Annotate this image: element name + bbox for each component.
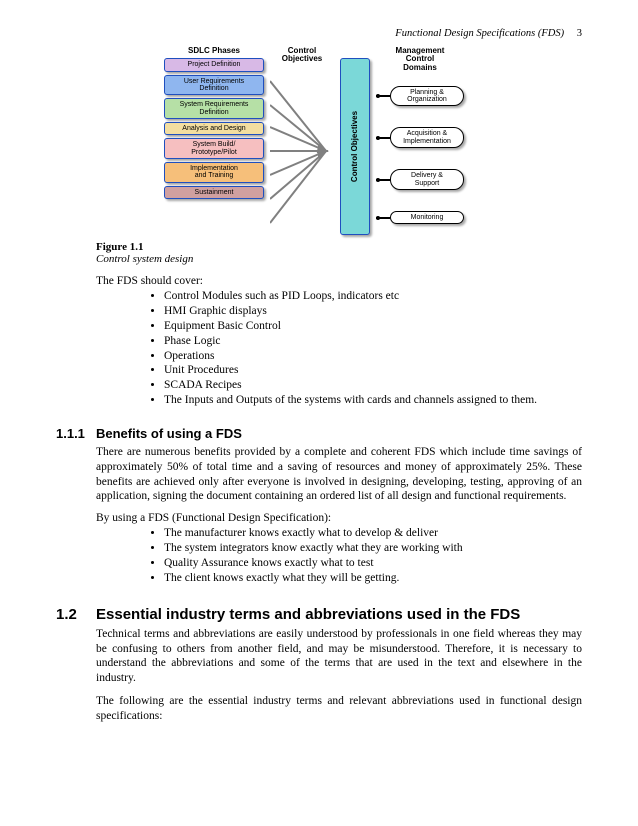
mcd-box: Delivery & Support xyxy=(390,169,464,190)
arrows-column: Control Objectives xyxy=(270,47,334,235)
running-header: Functional Design Specifications (FDS) 3 xyxy=(56,28,582,39)
arrows-fan xyxy=(270,67,334,235)
connector-icon xyxy=(376,215,390,221)
sdlc-box: Project Definition xyxy=(164,58,264,71)
heading-1-1-1-title: Benefits of using a FDS xyxy=(96,426,242,441)
sdlc-box: User Requirements Definition xyxy=(164,75,264,96)
mcd-box: Acquisition & Implementation xyxy=(390,127,464,148)
mcd-item: Delivery & Support xyxy=(376,169,464,190)
list-item: SCADA Recipes xyxy=(164,378,582,393)
mcd-item: Monitoring xyxy=(376,211,464,224)
figure-label: Figure 1.1 xyxy=(96,241,582,253)
heading-1-2: 1.2 Essential industry terms and abbrevi… xyxy=(56,596,582,627)
sdlc-col-title: SDLC Phases xyxy=(164,47,264,55)
list-item: Phase Logic xyxy=(164,334,582,349)
list-item: Equipment Basic Control xyxy=(164,319,582,334)
heading-1-1-1-number: 1.1.1 xyxy=(56,426,96,441)
list-item: The manufacturer knows exactly what to d… xyxy=(164,526,582,541)
figure-caption: Control system design xyxy=(96,253,582,265)
control-objectives-label: Control Objectives xyxy=(351,111,360,182)
connector-icon xyxy=(376,177,390,183)
connector-icon xyxy=(376,93,390,99)
sdlc-box: System Build/ Prototype/Pilot xyxy=(164,138,264,159)
sdlc-box: Sustainment xyxy=(164,186,264,199)
list-item: The client knows exactly what they will … xyxy=(164,571,582,586)
control-objectives-bar: Control Objectives xyxy=(340,58,370,234)
list-item: Operations xyxy=(164,349,582,364)
mcd-item: Acquisition & Implementation xyxy=(376,127,464,148)
sdlc-box: Implementation and Training xyxy=(164,162,264,183)
sdlc-box: Analysis and Design xyxy=(164,122,264,135)
mcd-col-title: Management Control Domains xyxy=(376,47,464,72)
body-content: Figure 1.1 Control system design The FDS… xyxy=(96,241,582,409)
page-number: 3 xyxy=(577,28,582,39)
heading-1-1-1: 1.1.1 Benefits of using a FDS xyxy=(56,418,582,445)
mcd-item: Planning & Organization xyxy=(376,86,464,107)
list-item: Quality Assurance knows exactly what to … xyxy=(164,556,582,571)
coverage-lead: The FDS should cover: xyxy=(96,275,582,287)
coverage-list: Control Modules such as PID Loops, indic… xyxy=(96,289,582,409)
control-objectives-column: . Control Objectives xyxy=(340,47,370,235)
para-terms-1: Technical terms and abbreviations are ea… xyxy=(96,627,582,686)
list-item: HMI Graphic displays xyxy=(164,304,582,319)
sdlc-box: System Requirements Definition xyxy=(164,98,264,119)
page: Functional Design Specifications (FDS) 3… xyxy=(0,0,638,826)
benefits-lead: By using a FDS (Functional Design Specif… xyxy=(96,512,582,524)
mcd-box: Planning & Organization xyxy=(390,86,464,107)
sdlc-column: SDLC Phases Project Definition User Requi… xyxy=(164,47,264,235)
heading-1-2-title: Essential industry terms and abbreviatio… xyxy=(96,606,520,623)
mcd-box: Monitoring xyxy=(390,211,464,224)
para-terms-2: The following are the essential industry… xyxy=(96,694,582,723)
list-item: Control Modules such as PID Loops, indic… xyxy=(164,289,582,304)
para-benefits-1: There are numerous benefits provided by … xyxy=(96,445,582,504)
list-item: The system integrators know exactly what… xyxy=(164,541,582,556)
list-item: Unit Procedures xyxy=(164,363,582,378)
header-title: Functional Design Specifications (FDS) xyxy=(395,28,564,39)
ctrl-col-title: Control Objectives xyxy=(270,47,334,64)
connector-icon xyxy=(376,135,390,141)
list-item: The Inputs and Outputs of the systems wi… xyxy=(164,393,582,408)
benefits-list: The manufacturer knows exactly what to d… xyxy=(96,526,582,586)
heading-1-2-number: 1.2 xyxy=(56,606,96,623)
section-1-2-body: Technical terms and abbreviations are ea… xyxy=(96,627,582,723)
section-1-1-1-body: There are numerous benefits provided by … xyxy=(96,445,582,586)
mcd-column: Management Control Domains Planning & Or… xyxy=(376,47,464,235)
figure-diagram: SDLC Phases Project Definition User Requi… xyxy=(164,47,474,235)
